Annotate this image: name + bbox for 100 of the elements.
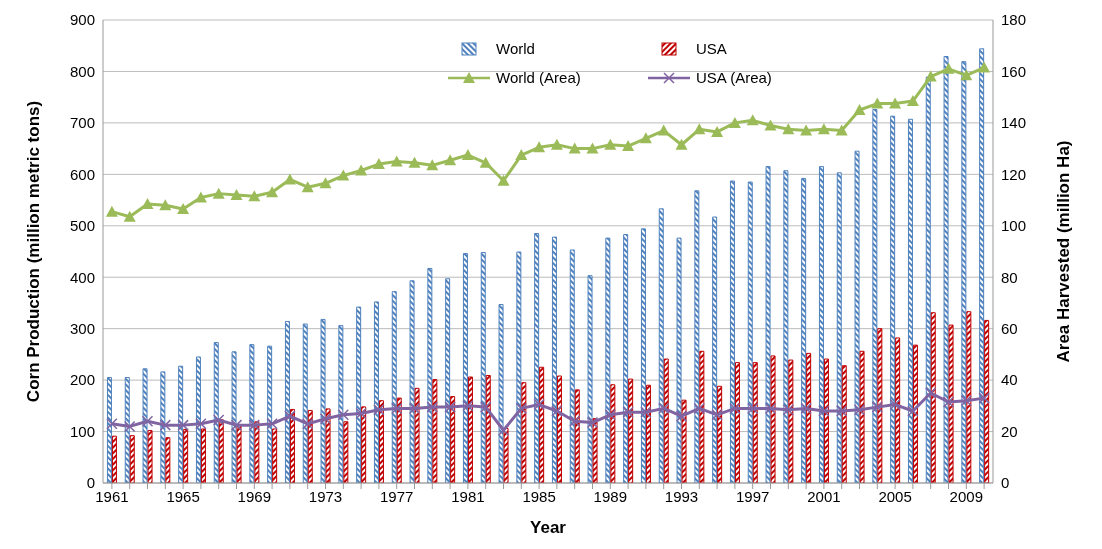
y-tick-label: 700 <box>69 114 95 132</box>
point <box>284 410 296 422</box>
x-tick-label: 2005 <box>878 487 912 505</box>
bar <box>236 424 242 483</box>
bar <box>717 385 723 483</box>
point <box>461 149 474 161</box>
bar <box>841 365 847 483</box>
point <box>301 418 314 430</box>
bar <box>587 275 593 483</box>
point <box>764 402 777 415</box>
bar <box>254 421 260 483</box>
point <box>640 406 652 419</box>
y2-tick-label: 20 <box>1001 422 1018 440</box>
point <box>924 70 937 82</box>
point <box>444 154 457 166</box>
point <box>639 132 652 144</box>
x-axis-title: Year <box>530 518 567 537</box>
point <box>194 191 207 203</box>
point <box>746 402 759 415</box>
bar <box>516 251 522 483</box>
y-axis-title: Corn Production (million metric tons) <box>24 100 44 403</box>
point <box>889 398 901 411</box>
point <box>550 138 563 150</box>
bar <box>320 318 326 483</box>
y-tick-label: 500 <box>69 217 95 235</box>
point <box>408 402 421 415</box>
bar <box>396 397 402 483</box>
point <box>106 418 118 430</box>
point <box>337 169 350 181</box>
point <box>978 392 990 404</box>
bar <box>267 345 273 483</box>
y-tick-label: 300 <box>69 319 95 337</box>
point <box>568 415 581 428</box>
point <box>355 407 367 420</box>
y2-tick-label: 0 <box>1001 474 1010 492</box>
point <box>907 405 919 417</box>
bar <box>663 358 669 483</box>
x-tick-label: 1985 <box>522 487 556 505</box>
bar <box>752 362 758 483</box>
point <box>159 199 172 211</box>
y2-tick-label: 140 <box>1001 114 1027 132</box>
point <box>604 138 617 150</box>
bar <box>147 430 153 483</box>
point <box>568 142 581 154</box>
bar <box>628 378 634 483</box>
bar <box>818 166 824 483</box>
bar <box>895 337 901 483</box>
bar <box>645 384 651 483</box>
point <box>426 401 439 413</box>
bar <box>485 374 491 483</box>
point <box>355 164 368 176</box>
point <box>711 409 723 421</box>
bar <box>747 181 753 483</box>
bar <box>325 408 331 483</box>
x-tick-label: 1965 <box>166 487 200 505</box>
bar <box>854 150 860 483</box>
point <box>551 405 563 417</box>
bar <box>183 429 189 483</box>
point <box>853 403 866 416</box>
bar <box>712 216 718 483</box>
bar <box>378 400 384 483</box>
point <box>408 156 421 168</box>
bar <box>912 344 918 483</box>
point <box>782 123 795 135</box>
point <box>924 387 937 399</box>
point <box>800 402 812 415</box>
y-tick-label: 100 <box>69 422 95 440</box>
point <box>533 398 545 411</box>
point <box>105 205 118 217</box>
bar <box>770 355 776 483</box>
bar <box>361 406 367 483</box>
point <box>515 149 528 161</box>
bar <box>699 350 705 483</box>
point <box>711 125 724 137</box>
bar <box>539 366 545 483</box>
point <box>390 402 403 415</box>
bar <box>307 409 313 483</box>
point <box>693 123 706 135</box>
bar <box>806 352 812 483</box>
bar <box>729 180 735 483</box>
bar <box>289 408 295 483</box>
bar <box>823 358 829 483</box>
y2-tick-label: 80 <box>1001 268 1018 286</box>
bar <box>676 237 682 483</box>
point <box>319 412 332 425</box>
point <box>906 95 919 107</box>
bar <box>106 377 112 483</box>
point <box>657 402 670 415</box>
bar <box>681 399 687 483</box>
point <box>479 401 492 413</box>
bar <box>467 376 473 483</box>
point <box>266 418 278 430</box>
legend-label: World <box>496 40 535 57</box>
point <box>942 62 955 74</box>
x-tick-label: 2001 <box>807 487 841 505</box>
bar <box>574 389 580 483</box>
bar <box>338 325 344 483</box>
bar <box>890 115 896 483</box>
point <box>479 156 492 168</box>
point <box>960 69 973 81</box>
